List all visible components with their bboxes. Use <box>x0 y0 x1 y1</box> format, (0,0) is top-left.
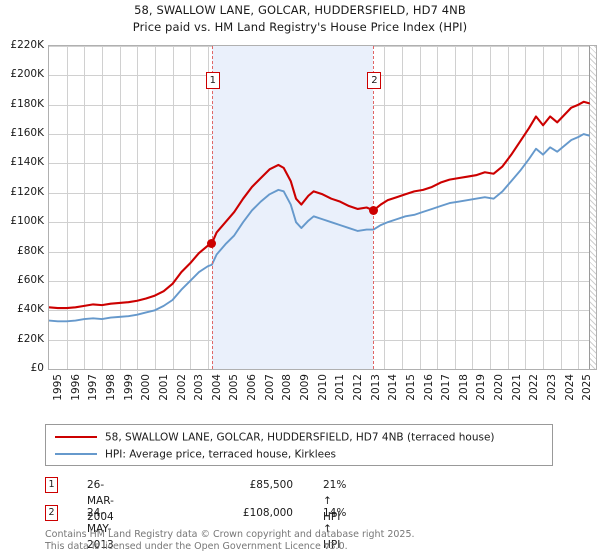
gridline-vertical <box>472 46 474 369</box>
transaction-index-badge: 1 <box>45 477 58 493</box>
y-axis-tick-label: £200K <box>10 68 44 81</box>
x-axis-tick-label: 2022 <box>528 374 541 401</box>
x-axis-tick-label: 2014 <box>387 374 400 401</box>
transaction-date: 24-MAY-2013 <box>87 507 114 551</box>
gridline-vertical <box>101 46 103 369</box>
x-axis-tick-label: 2003 <box>193 374 206 401</box>
footer-line-2: This data is licensed under the Open Gov… <box>45 540 348 552</box>
x-axis-tick-label: 2024 <box>563 374 576 401</box>
line-swatch-red-icon <box>55 435 97 438</box>
chart-legend: 58, SWALLOW LANE, GOLCAR, HUDDERSFIELD, … <box>45 424 553 466</box>
gridline-vertical <box>172 46 174 369</box>
x-axis-tick-label: 2001 <box>157 374 170 401</box>
price-paid-line <box>49 100 590 310</box>
transaction-price: £108,000 <box>242 507 293 519</box>
legend-entry-price-paid: 58, SWALLOW LANE, GOLCAR, HUDDERSFIELD, … <box>55 429 495 445</box>
gridline-vertical <box>137 46 139 369</box>
forecast-hatch <box>588 46 596 369</box>
x-axis-tick-label: 2018 <box>457 374 470 401</box>
x-axis-tick-label: 2013 <box>369 374 382 401</box>
x-axis-tick-label: 2017 <box>440 374 453 401</box>
y-axis-tick-label: £80K <box>17 244 44 257</box>
x-axis-tick-label: 2011 <box>334 374 347 401</box>
x-axis-tick-label: 1995 <box>52 374 64 401</box>
x-axis-tick-label: 2015 <box>404 374 417 401</box>
ownership-period-band <box>211 46 374 369</box>
x-axis-tick-label: 2025 <box>581 374 594 401</box>
y-axis-tick-label: £0 <box>30 362 44 374</box>
transaction-price: £85,500 <box>249 479 293 491</box>
transaction-marker-box[interactable]: 1 <box>205 72 220 89</box>
transaction-vline <box>211 46 213 369</box>
y-axis-tick-label: £20K <box>17 332 44 345</box>
x-axis-tick-label: 2021 <box>510 374 523 401</box>
y-axis-tick-label: £220K <box>10 39 44 51</box>
gridline-vertical <box>560 46 562 369</box>
x-axis-tick-label: 1998 <box>104 374 117 401</box>
x-axis-tick-label: 2005 <box>228 374 241 401</box>
footer-licence: Contains HM Land Registry data © Crown c… <box>45 529 585 552</box>
x-axis-tick-label: 2000 <box>140 374 153 401</box>
x-axis-tick-label: 2019 <box>475 374 488 401</box>
footer-line-1: Contains HM Land Registry data © Crown c… <box>45 529 415 540</box>
transaction-date: 26-MAR-2004 <box>87 479 114 523</box>
x-axis-tick-label: 2002 <box>175 374 188 401</box>
transaction-dot[interactable] <box>207 238 217 248</box>
transaction-index-badge: 2 <box>45 505 58 521</box>
x-axis-tick-label: 2010 <box>316 374 329 401</box>
x-axis-tick-label: 2012 <box>351 374 364 401</box>
y-axis-tick-label: £180K <box>10 97 44 110</box>
x-axis-tick-label: 2016 <box>422 374 435 401</box>
page-subtitle: Price paid vs. HM Land Registry's House … <box>132 20 468 34</box>
page-title: 58, SWALLOW LANE, GOLCAR, HUDDERSFIELD, … <box>134 3 466 17</box>
y-axis-tick-label: £160K <box>10 127 44 140</box>
line-swatch-blue-icon <box>55 452 97 455</box>
x-axis-tick-label: 1996 <box>69 374 82 401</box>
transaction-hpi-delta: 21% ↑ HPI <box>323 479 347 523</box>
x-axis-tick-label: 2009 <box>299 374 312 401</box>
x-axis-labels: 1995 1996 1997 1998 1999 2000 2001 2002 2003 2004… <box>0 374 600 418</box>
gridline-vertical <box>419 46 421 369</box>
transaction-marker-box[interactable]: 2 <box>367 72 382 89</box>
y-axis-tick-label: £120K <box>10 185 44 198</box>
x-axis-tick-label: 1999 <box>122 374 135 401</box>
x-axis-tick-label: 2006 <box>246 374 259 401</box>
y-axis-tick-label: £60K <box>17 273 44 286</box>
x-axis-tick-label: 1997 <box>87 374 100 401</box>
gridline-vertical <box>525 46 527 369</box>
hpi-line <box>49 133 590 323</box>
legend-label-hpi: HPI: Average price, terraced house, Kirk… <box>105 448 337 461</box>
gridline-vertical <box>401 46 403 369</box>
gridline-vertical <box>119 46 121 369</box>
transaction-dot[interactable] <box>368 205 378 215</box>
transaction-hpi-delta: 14% ↑ HPI <box>323 507 347 551</box>
gridline-vertical <box>84 46 86 369</box>
series-lines <box>49 100 590 323</box>
x-axis-tick-label: 2008 <box>281 374 294 401</box>
legend-label-price-paid: 58, SWALLOW LANE, GOLCAR, HUDDERSFIELD, … <box>105 431 495 444</box>
y-axis-tick-label: £100K <box>10 215 44 228</box>
gridline-vertical <box>207 46 209 369</box>
gridline-vertical <box>543 46 545 369</box>
gridline-vertical <box>384 46 386 369</box>
x-axis-tick-label: 2020 <box>493 374 506 401</box>
x-axis-tick-label: 2023 <box>546 374 559 401</box>
gridline-vertical <box>454 46 456 369</box>
y-axis-tick-label: £40K <box>17 303 44 316</box>
gridline-vertical <box>578 46 580 369</box>
gridline-vertical <box>490 46 492 369</box>
gridline-vertical <box>154 46 156 369</box>
y-axis-labels: £0 £20K £40K £60K £80K £100K £120K £140K £160K £1… <box>0 39 600 374</box>
legend-entry-hpi: HPI: Average price, terraced house, Kirk… <box>55 446 336 462</box>
x-axis-tick-label: 2007 <box>263 374 276 401</box>
gridline-vertical <box>507 46 509 369</box>
y-axis-tick-label: £140K <box>10 156 44 169</box>
gridline-vertical <box>66 46 68 369</box>
gridline-vertical <box>190 46 192 369</box>
x-axis-tick-label: 2004 <box>210 374 223 401</box>
